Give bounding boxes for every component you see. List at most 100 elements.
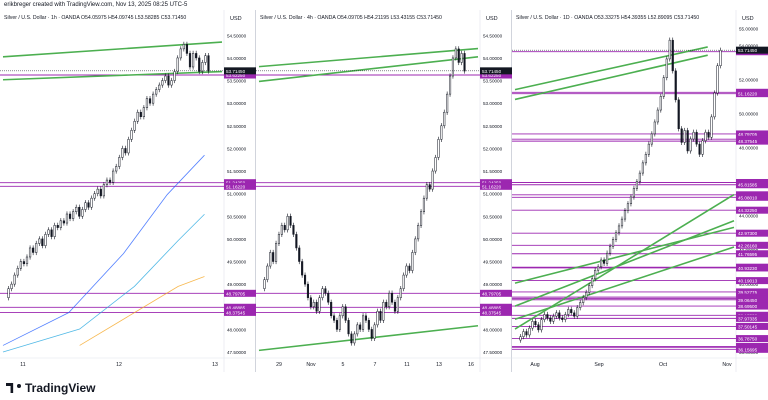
level-label: 48.37545	[482, 310, 502, 315]
candle-body	[555, 312, 558, 317]
candle-body	[25, 256, 29, 265]
candle-body	[207, 55, 210, 72]
y-tick-label: 54.00000	[483, 56, 503, 61]
level-tag	[736, 335, 768, 343]
chart-title: Silver / U.S. Dollar · 1h · OANDA O54.05…	[4, 15, 186, 21]
candle-body	[600, 259, 603, 268]
y-tick-label: 54.50000	[227, 33, 247, 38]
y-tick-label: 48.00000	[227, 327, 247, 332]
candle-body	[81, 209, 84, 217]
y-tick-label: 50.00000	[227, 237, 247, 242]
candle-body	[44, 234, 47, 246]
moving-average-line	[79, 276, 205, 346]
candle-body	[686, 130, 689, 152]
candle-body	[695, 131, 698, 145]
candle-body	[367, 320, 370, 330]
candle-body	[263, 279, 266, 289]
y-tick-label: 52.50000	[227, 124, 247, 129]
candle-body	[121, 148, 124, 158]
level-tag	[224, 179, 256, 187]
trend-line	[514, 226, 735, 284]
currency-label: USD	[486, 16, 498, 22]
current-price-label: 53.71450	[738, 48, 758, 53]
candle-body	[689, 138, 692, 152]
candle-body	[280, 225, 283, 235]
y-tick-label: 50.50000	[483, 214, 503, 219]
candle-body	[644, 154, 647, 164]
level-label: 40.19013	[738, 279, 758, 284]
candle-body	[353, 333, 356, 344]
candle-body	[99, 188, 102, 197]
candle-body	[35, 243, 38, 253]
x-tick-label: 5	[342, 362, 345, 368]
candle-body	[561, 317, 564, 320]
candle-body	[647, 143, 650, 155]
candle-body	[338, 315, 341, 330]
candle-body	[546, 314, 549, 319]
x-tick-label: 11	[20, 362, 25, 368]
candle-body	[674, 70, 677, 101]
candle-body	[420, 211, 423, 226]
x-tick-label: Sep	[594, 362, 603, 368]
chart-panel-1h[interactable]: Silver / U.S. Dollar · 1h · OANDA O54.05…	[0, 10, 256, 372]
candle-body	[105, 179, 109, 185]
candle-body	[108, 179, 112, 183]
candle-body	[289, 216, 292, 226]
level-tag	[736, 322, 768, 330]
candle-body	[182, 44, 185, 50]
tradingview-logo[interactable]: TradingView	[6, 381, 95, 395]
y-tick-label: 50.00000	[483, 237, 503, 242]
candle-body	[124, 148, 127, 154]
price-tag	[224, 67, 256, 75]
chart-panel-1d[interactable]: Silver / U.S. Dollar · 1D · OANDA O53.33…	[512, 10, 768, 372]
candle-body	[50, 229, 53, 237]
candle-body	[411, 252, 414, 271]
chart-panel-4h[interactable]: Silver / U.S. Dollar · 4h · OANDA O54.09…	[256, 10, 512, 372]
level-tag	[480, 71, 512, 79]
level-tag	[736, 229, 768, 237]
y-tick-label: 44.00000	[739, 214, 759, 219]
candle-body	[680, 128, 683, 143]
candle-body	[115, 166, 118, 172]
candle-body	[707, 131, 710, 138]
candle-body	[425, 184, 428, 199]
candle-body	[272, 252, 275, 262]
candle-body	[629, 196, 633, 205]
candle-body	[665, 58, 668, 78]
candle-body	[145, 98, 149, 108]
candle-body	[364, 315, 367, 321]
candle-body	[528, 327, 531, 336]
candle-body	[142, 107, 145, 117]
candle-body	[47, 229, 50, 235]
x-tick-label: 29	[276, 362, 282, 368]
level-tag	[480, 289, 512, 297]
x-tick-label: Oct	[659, 362, 668, 368]
level-tag	[736, 206, 768, 214]
candle-body	[626, 203, 630, 211]
candle-body	[188, 53, 192, 68]
level-tag	[736, 314, 768, 322]
candle-body	[78, 206, 81, 217]
candle-body	[306, 283, 309, 298]
candle-body	[405, 265, 408, 276]
trend-line	[258, 56, 479, 83]
candle-body	[362, 315, 365, 330]
candle-body	[519, 336, 522, 341]
level-label: 51.16220	[226, 184, 246, 189]
candle-body	[564, 314, 567, 320]
level-tag	[736, 345, 768, 353]
candle-body	[635, 181, 638, 189]
level-tag	[736, 181, 768, 189]
candle-body	[19, 261, 22, 269]
candle-body	[16, 268, 19, 276]
candle-body	[440, 125, 443, 140]
level-tag	[224, 303, 256, 311]
level-label: 53.62250	[226, 73, 246, 78]
candle-body	[195, 53, 198, 59]
y-tick-label: 47.50000	[227, 350, 247, 355]
currency-label: USD	[742, 16, 754, 22]
x-tick-label: 12	[116, 362, 122, 368]
candle-body	[641, 162, 644, 174]
level-tag	[480, 303, 512, 311]
candle-body	[370, 329, 373, 339]
